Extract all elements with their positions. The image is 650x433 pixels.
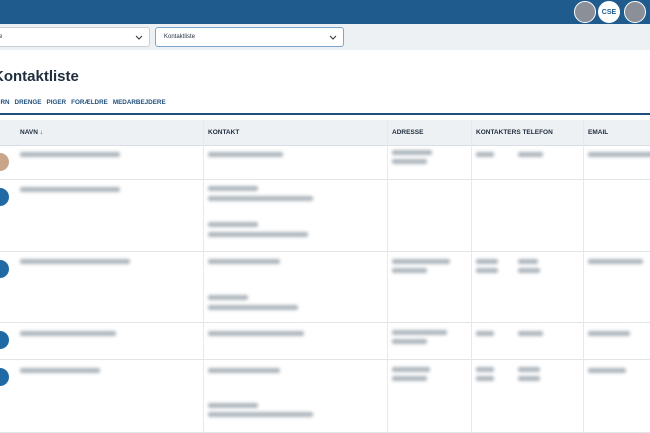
redacted-text bbox=[392, 268, 427, 273]
redacted-text bbox=[392, 159, 427, 164]
row-avatar[interactable] bbox=[0, 188, 9, 206]
redacted-text bbox=[476, 259, 498, 264]
column-divider bbox=[583, 120, 584, 433]
table-row[interactable] bbox=[0, 180, 650, 252]
tabs: BØRN DRENGE PIGER FORÆLDRE MEDARBEJDERE bbox=[0, 99, 166, 106]
column-divider bbox=[203, 120, 204, 433]
redacted-text bbox=[208, 403, 258, 408]
redacted-text bbox=[208, 412, 313, 417]
redacted-text bbox=[208, 152, 283, 157]
dropdown-label: Kontaktliste bbox=[164, 34, 196, 40]
dropdown[interactable]: Kontaktliste bbox=[155, 27, 344, 47]
redacted-text bbox=[518, 367, 540, 372]
redacted-text bbox=[476, 152, 494, 157]
column-divider bbox=[387, 120, 388, 433]
redacted-text bbox=[392, 150, 432, 155]
table-row[interactable] bbox=[0, 252, 650, 323]
redacted-text bbox=[20, 259, 130, 264]
redacted-text bbox=[392, 339, 427, 344]
tab-underline bbox=[0, 113, 650, 115]
row-avatar[interactable] bbox=[0, 260, 9, 278]
redacted-text bbox=[208, 186, 258, 191]
redacted-text bbox=[518, 259, 538, 264]
redacted-text bbox=[20, 368, 100, 373]
redacted-text bbox=[588, 331, 630, 336]
column-header: EMAIL bbox=[588, 129, 609, 136]
table-header bbox=[0, 120, 650, 146]
top-bar bbox=[0, 0, 650, 24]
column-header[interactable]: NAVN ↓ bbox=[20, 129, 43, 136]
redacted-text bbox=[208, 305, 298, 310]
redacted-text bbox=[208, 196, 313, 201]
row-avatar[interactable] bbox=[0, 331, 9, 349]
redacted-text bbox=[208, 222, 258, 227]
tab[interactable]: DRENGE bbox=[14, 99, 42, 106]
redacted-text bbox=[392, 330, 447, 335]
redacted-text bbox=[588, 152, 650, 157]
column-divider bbox=[471, 120, 472, 433]
redacted-text bbox=[392, 367, 430, 372]
redacted-text bbox=[476, 331, 494, 336]
tab[interactable]: BØRN bbox=[0, 99, 10, 106]
redacted-text bbox=[588, 368, 626, 373]
column-header: KONTAKTERS TELEFON bbox=[476, 129, 553, 136]
redacted-text bbox=[208, 259, 280, 264]
dropdown-label: e bbox=[0, 34, 3, 40]
dropdown[interactable]: e bbox=[0, 27, 150, 47]
redacted-text bbox=[476, 367, 494, 372]
tab[interactable]: FORÆLDRE bbox=[71, 99, 108, 106]
redacted-text bbox=[208, 331, 304, 336]
redacted-text bbox=[208, 295, 248, 300]
redacted-text bbox=[392, 376, 427, 381]
tab[interactable]: PIGER bbox=[46, 99, 67, 106]
row-avatar[interactable] bbox=[0, 368, 9, 386]
user-avatar[interactable]: CSE bbox=[598, 1, 620, 23]
redacted-text bbox=[20, 331, 116, 336]
redacted-text bbox=[208, 368, 280, 373]
column-header: ADRESSE bbox=[392, 129, 424, 136]
redacted-text bbox=[392, 259, 450, 264]
table-row[interactable] bbox=[0, 145, 650, 180]
redacted-text bbox=[476, 268, 498, 273]
user-avatar[interactable] bbox=[624, 1, 646, 23]
redacted-text bbox=[588, 259, 643, 264]
table-row[interactable] bbox=[0, 323, 650, 360]
row-avatar[interactable] bbox=[0, 153, 9, 171]
chevron bbox=[329, 35, 337, 40]
redacted-text bbox=[208, 232, 308, 237]
redacted-text bbox=[476, 376, 494, 381]
redacted-text bbox=[518, 268, 540, 273]
tab[interactable]: MEDARBEJDERE bbox=[112, 99, 166, 106]
redacted-text bbox=[518, 376, 540, 381]
redacted-text bbox=[518, 331, 543, 336]
redacted-text bbox=[518, 152, 543, 157]
column-header: KONTAKT bbox=[208, 129, 240, 136]
user-avatar[interactable] bbox=[574, 1, 596, 23]
redacted-text bbox=[20, 152, 120, 157]
page-heading: Kontaktliste bbox=[0, 68, 79, 85]
chevron bbox=[135, 35, 143, 40]
redacted-text bbox=[20, 187, 120, 192]
